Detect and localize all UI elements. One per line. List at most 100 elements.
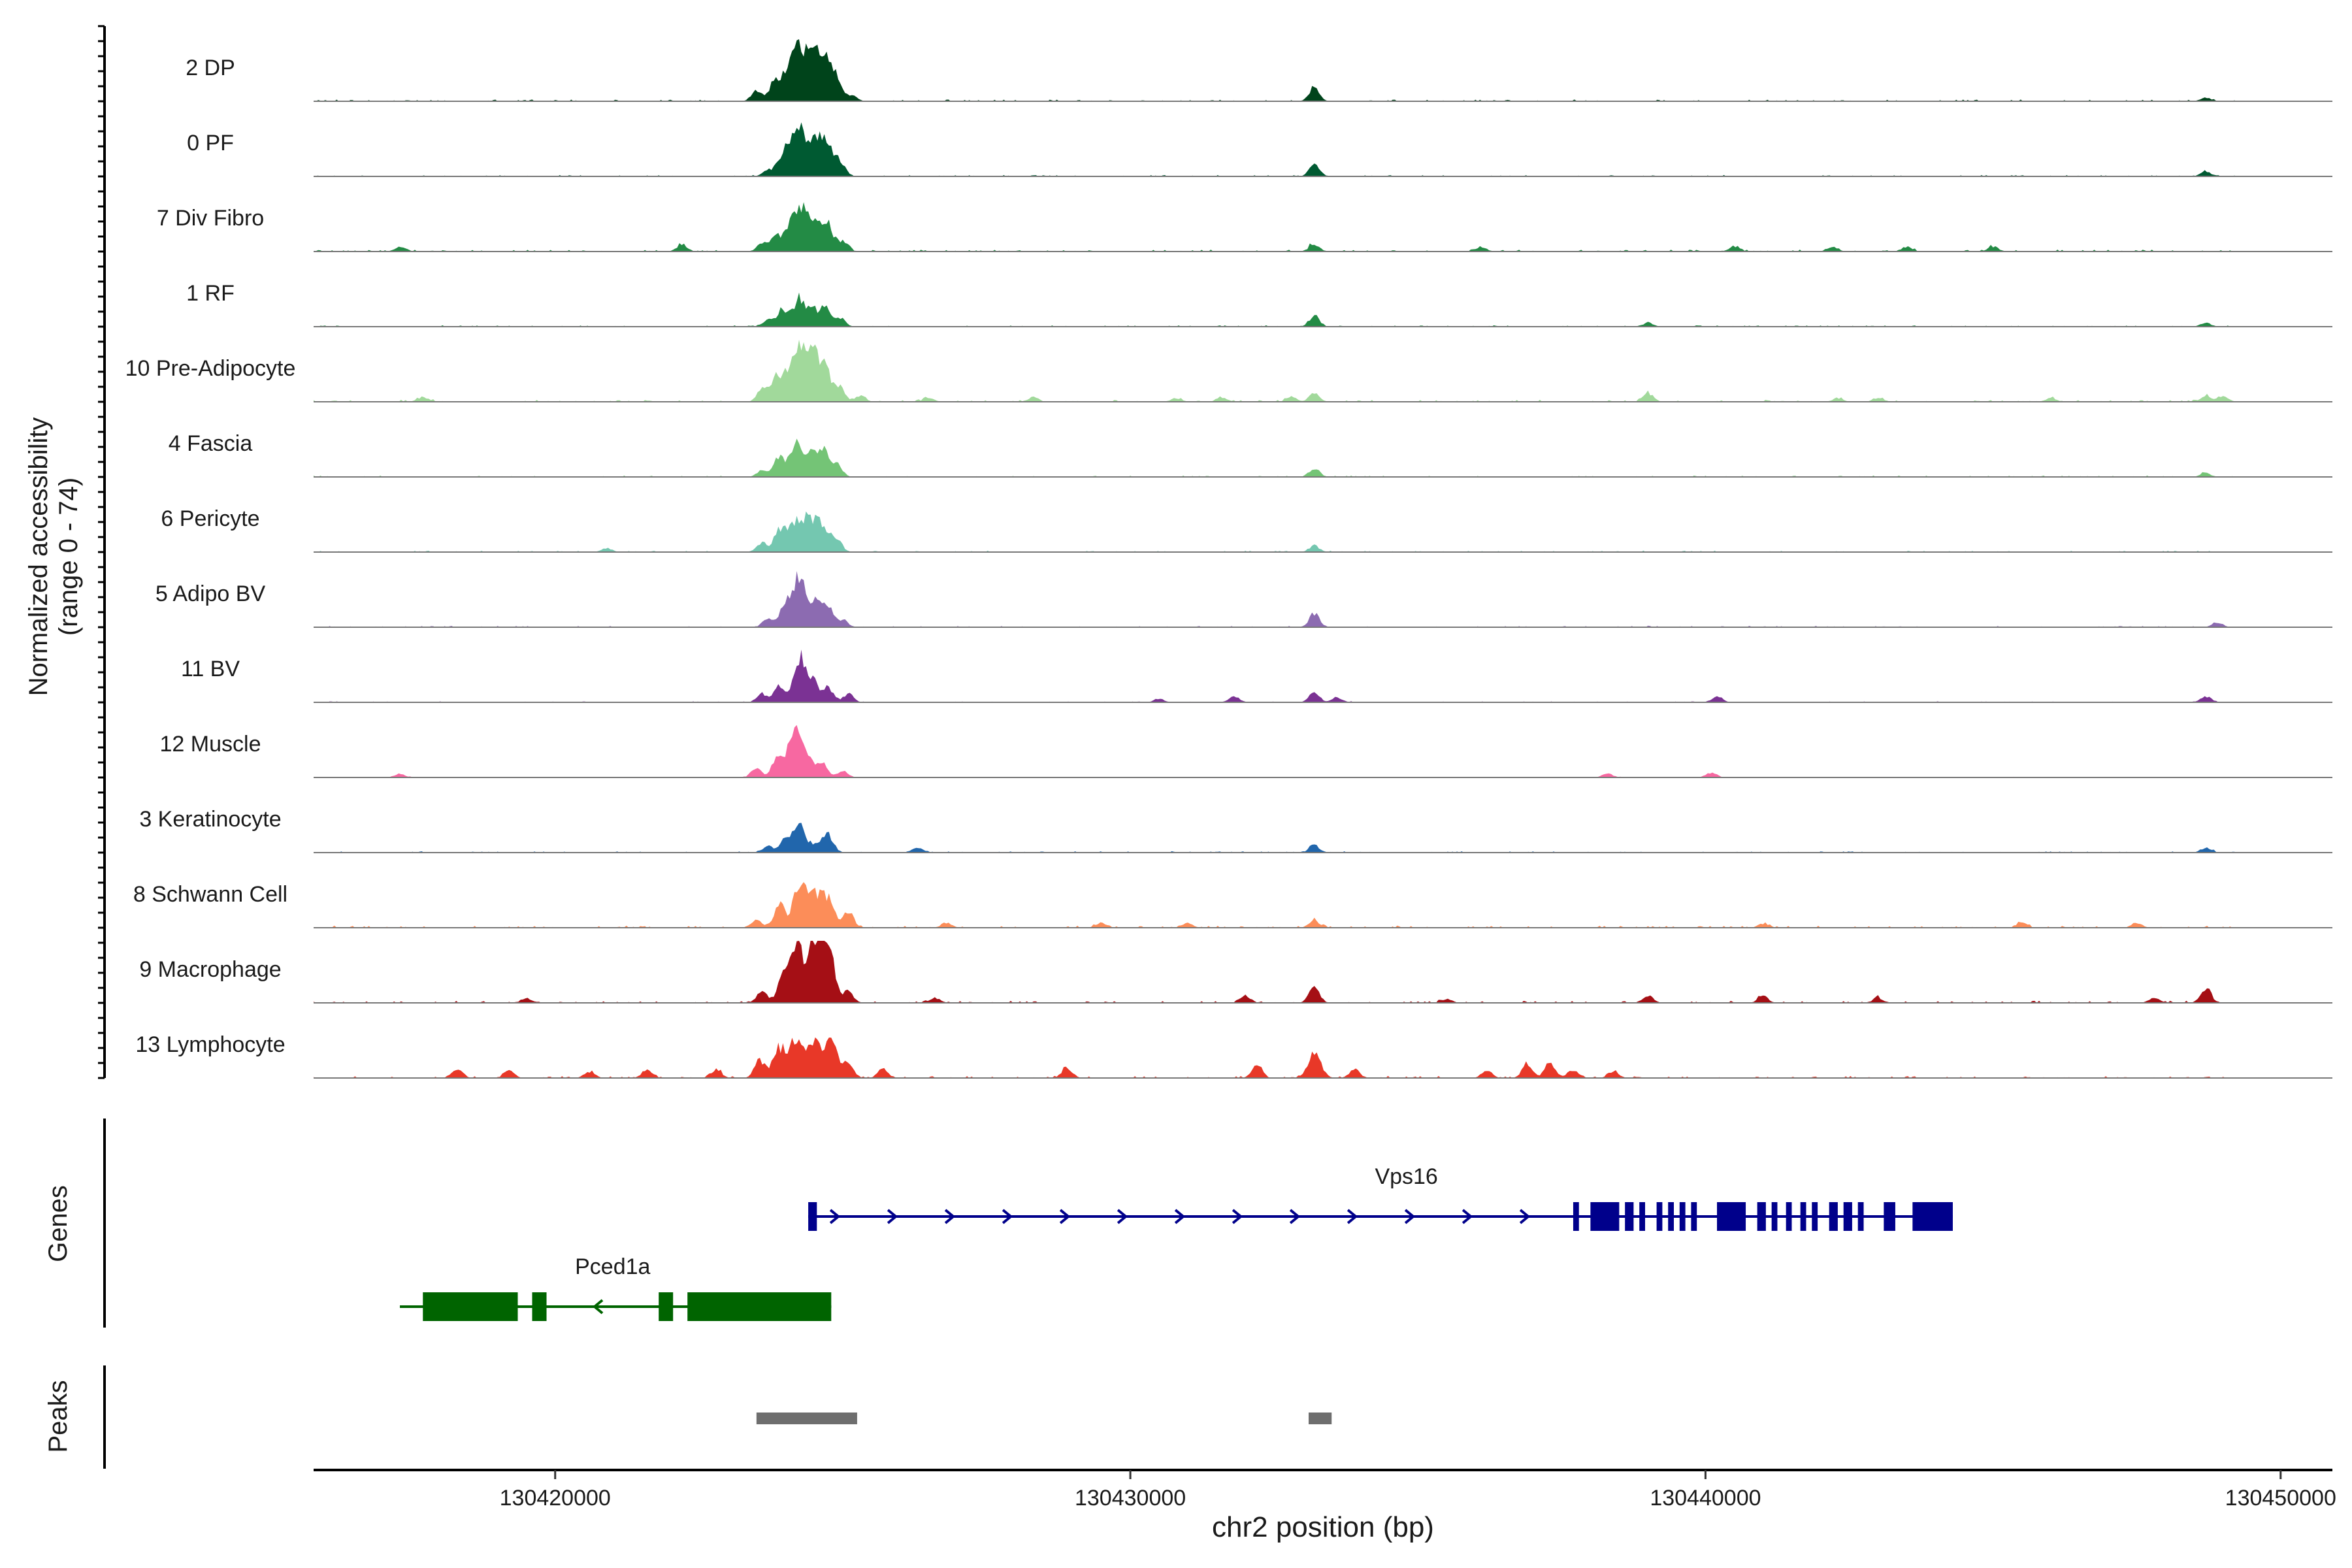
gene-exon <box>1757 1202 1766 1231</box>
gene-exon <box>1656 1202 1663 1231</box>
y-axis-title: Normalized accessibility (range 0 - 74) <box>24 417 83 696</box>
gene-exon <box>423 1292 518 1321</box>
peak-region <box>756 1413 857 1424</box>
gene-exon <box>1884 1202 1895 1231</box>
track-13-lymphocyte: 13 Lymphocyte <box>135 1032 2332 1079</box>
coverage-area <box>314 340 2235 402</box>
track-6-pericyte: 6 Pericyte <box>161 506 2332 553</box>
track-label: 3 Keratinocyte <box>139 807 281 832</box>
track-12-muscle: 12 Muscle <box>160 725 2332 778</box>
track-label: 11 BV <box>181 657 240 681</box>
strand-arrow <box>887 1209 898 1224</box>
track-label: 2 DP <box>186 56 235 80</box>
track-label: 6 Pericyte <box>161 506 259 531</box>
gene-exon <box>1857 1202 1864 1231</box>
track-11-bv: 11 BV <box>181 649 2332 703</box>
x-tick-label: 130440000 <box>1650 1486 1761 1511</box>
strand-arrow <box>1519 1209 1531 1224</box>
track-5-adipo-bv: 5 Adipo BV <box>155 571 2332 628</box>
coverage-area <box>314 292 2235 327</box>
strand-arrow <box>1059 1209 1071 1224</box>
gene-exon <box>1691 1202 1697 1231</box>
y-axis-label: Normalized accessibility <box>24 417 53 696</box>
strand-arrow <box>1347 1209 1358 1224</box>
gene-exon <box>687 1292 832 1321</box>
gene-exon <box>1717 1202 1746 1231</box>
coverage-area <box>314 511 2235 552</box>
coverage-area <box>314 438 2235 477</box>
peaks-track <box>756 1413 1332 1424</box>
track-label: 1 RF <box>186 281 235 306</box>
x-tick-label: 130430000 <box>1075 1486 1186 1511</box>
track-label: 9 Macrophage <box>139 957 281 982</box>
gene-vps16: Vps16 <box>808 1164 1953 1231</box>
track-label: 4 Fascia <box>169 431 253 456</box>
gene-exon <box>1786 1202 1792 1231</box>
coverage-area <box>314 1037 2235 1078</box>
gene-exon <box>1625 1202 1634 1231</box>
gene-exon <box>1843 1202 1852 1231</box>
gene-exon <box>1800 1202 1806 1231</box>
strand-arrow <box>1462 1209 1473 1224</box>
track-label: 0 PF <box>187 131 234 155</box>
track-label: 10 Pre-Adipocyte <box>125 356 296 381</box>
track-1-rf: 1 RF <box>186 281 2332 327</box>
coverage-area <box>314 202 2235 252</box>
peaks-panel-label: Peaks <box>44 1380 73 1452</box>
gene-exon <box>1829 1202 1838 1231</box>
coverage-tracks: 2 DP 0 PF 7 Div Fibro 1 RF 10 Pre-Adipocyte 4… <box>125 39 2332 1079</box>
coverage-area <box>314 649 2235 702</box>
track-label: 7 Div Fibro <box>157 206 264 231</box>
gene-pced1a: Pced1a <box>400 1254 832 1321</box>
gene-label: Vps16 <box>1375 1164 1437 1189</box>
track-7-div-fibro: 7 Div Fibro <box>157 202 2332 252</box>
track-9-macrophage: 9 Macrophage <box>139 941 2332 1004</box>
strand-arrow <box>1404 1209 1416 1224</box>
x-tick-label: 130450000 <box>2225 1486 2336 1511</box>
coverage-area <box>314 122 2235 176</box>
gene-exon <box>1573 1202 1579 1231</box>
track-4-fascia: 4 Fascia <box>169 431 2332 478</box>
gene-exon <box>1639 1202 1645 1231</box>
strand-arrow <box>1232 1209 1243 1224</box>
track-label: 8 Schwann Cell <box>133 882 287 907</box>
coverage-area <box>314 941 2235 1003</box>
track-3-keratinocyte: 3 Keratinocyte <box>139 807 2332 853</box>
gene-exon <box>1912 1202 1953 1231</box>
track-label: 13 Lymphocyte <box>135 1032 285 1057</box>
gene-exon <box>1812 1202 1818 1231</box>
track-2-dp: 2 DP <box>186 39 2332 102</box>
gene-exon <box>1771 1202 1778 1231</box>
strand-arrow <box>592 1299 604 1315</box>
coverage-area <box>314 725 2235 777</box>
x-axis: 130420000 130430000 130440000 130450000 <box>314 1469 2336 1511</box>
gene-exon <box>532 1292 547 1321</box>
strand-arrow <box>829 1209 841 1224</box>
coverage-y-axis <box>98 25 106 1079</box>
coverage-area <box>314 882 2235 928</box>
gene-label: Pced1a <box>575 1254 650 1279</box>
peak-region <box>1308 1413 1332 1424</box>
track-label: 12 Muscle <box>160 732 261 757</box>
gene-exon <box>1668 1202 1674 1231</box>
gene-exon <box>1590 1202 1620 1231</box>
coverage-area <box>314 39 2235 101</box>
strand-arrow <box>1117 1209 1128 1224</box>
track-8-schwann-cell: 8 Schwann Cell <box>133 882 2332 928</box>
gene-exon <box>808 1202 817 1231</box>
coverage-area <box>314 823 2235 853</box>
track-label: 5 Adipo BV <box>155 581 266 606</box>
x-axis-label: chr2 position (bp) <box>1212 1511 1434 1543</box>
gene-track: Vps16 Pced1a <box>400 1164 1953 1321</box>
track-0-pf: 0 PF <box>187 122 2332 177</box>
strand-arrow <box>1002 1209 1013 1224</box>
x-tick-label: 130420000 <box>500 1486 611 1511</box>
coverage-area <box>314 571 2235 627</box>
genes-panel-label: Genes <box>44 1185 73 1262</box>
strand-arrow <box>1289 1209 1301 1224</box>
strand-arrow <box>1174 1209 1186 1224</box>
gene-exon <box>1679 1202 1686 1231</box>
track-10-pre-adipocyte: 10 Pre-Adipocyte <box>125 340 2332 402</box>
strand-arrow <box>944 1209 956 1224</box>
